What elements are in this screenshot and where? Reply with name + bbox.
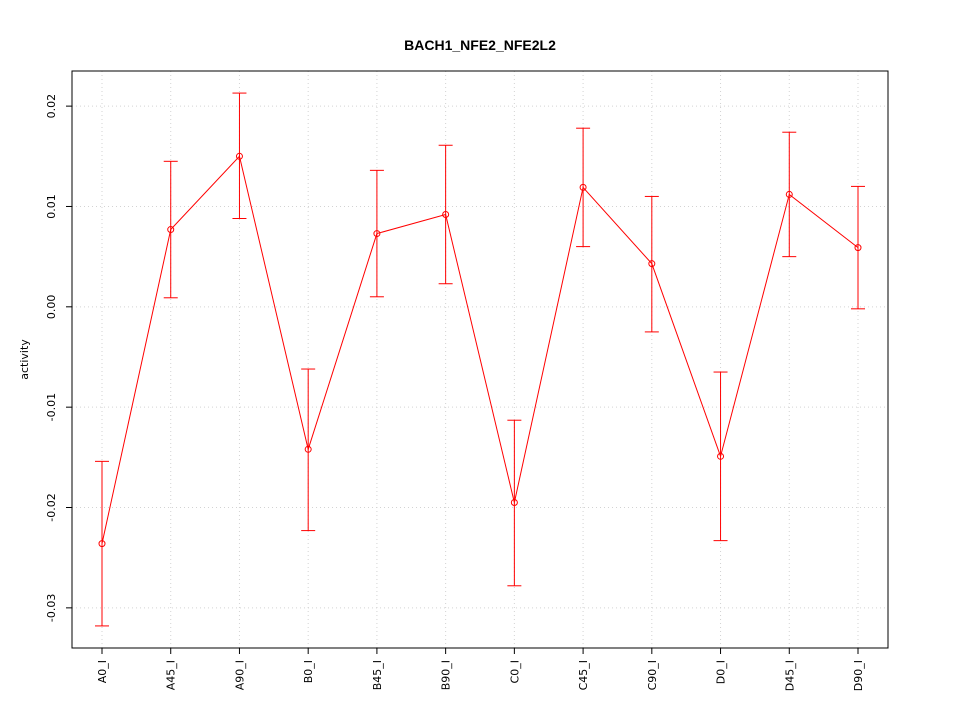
- series-line: [101, 155, 859, 544]
- y-axis-label: activity: [18, 339, 31, 380]
- y-tick-label: -0.02: [45, 493, 58, 521]
- x-tick-label: C0_I: [508, 660, 521, 683]
- data-point: [510, 498, 518, 506]
- x-tick-label: D45_I: [783, 660, 796, 691]
- data-point: [717, 452, 725, 460]
- data-point: [648, 260, 656, 268]
- x-tick-label: A90_I: [233, 660, 246, 690]
- data-point: [98, 540, 106, 548]
- x-tick-label: B90_I: [440, 660, 453, 690]
- y-tick-label: -0.01: [45, 393, 58, 421]
- x-tick-label: D0_I: [715, 660, 728, 684]
- x-tick-label: B45_I: [371, 660, 384, 690]
- data-point: [854, 244, 862, 252]
- data-point: [373, 230, 381, 238]
- data-point: [442, 210, 450, 218]
- data-point: [235, 152, 243, 160]
- x-tick-label: C45_I: [577, 660, 590, 690]
- x-tick-label: A45_I: [165, 660, 178, 690]
- data-point: [785, 190, 793, 198]
- y-tick-label: 0.00: [45, 295, 58, 320]
- chart-title: BACH1_NFE2_NFE2L2: [404, 37, 556, 53]
- x-tick-label: B0_I: [302, 660, 315, 683]
- data-point: [579, 183, 587, 191]
- data-point: [167, 226, 175, 234]
- data-point: [304, 445, 312, 453]
- x-tick-label: D90_I: [852, 660, 865, 691]
- axes: A0_I A45_I A90_I B0_I B45_I B90_I C0_I C45_I C90…: [45, 94, 865, 691]
- y-tick-label: 0.02: [45, 94, 58, 119]
- series-line-group: [95, 92, 865, 627]
- x-tick-label: A0_I: [96, 660, 109, 683]
- plot-frame: [71, 70, 889, 649]
- x-tick-label: C90_I: [646, 660, 659, 690]
- y-tick-label: -0.03: [45, 594, 58, 622]
- y-tick-label: 0.01: [45, 194, 58, 219]
